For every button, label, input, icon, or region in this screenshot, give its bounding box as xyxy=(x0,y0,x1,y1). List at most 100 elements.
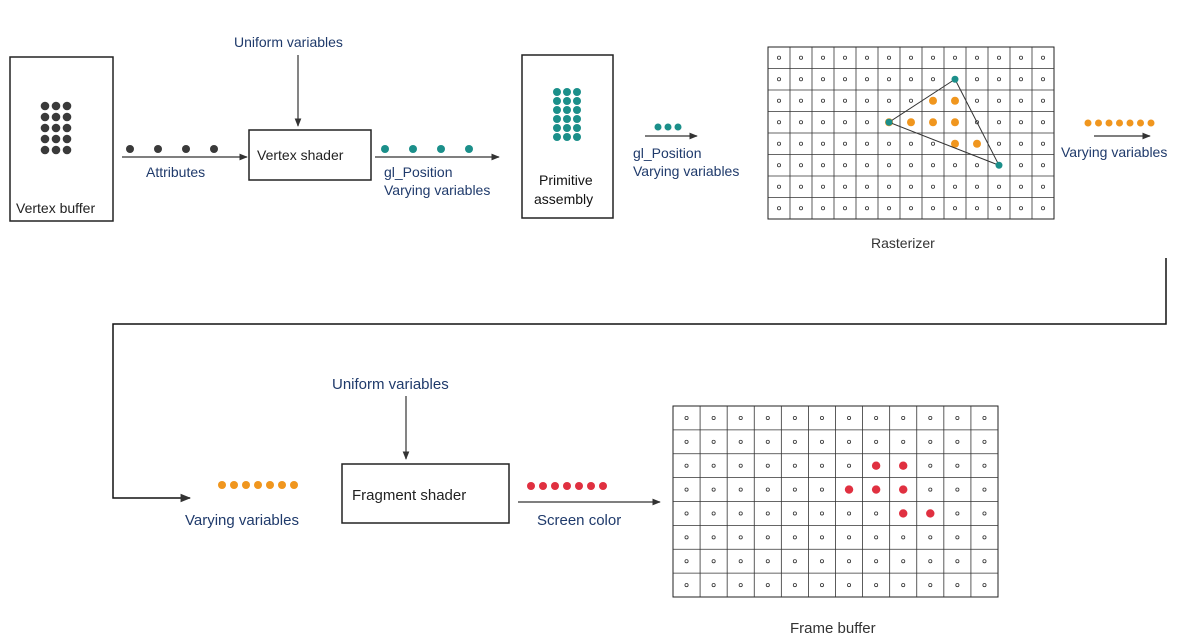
vertex-dot xyxy=(62,134,72,144)
pixel-sample xyxy=(792,511,797,516)
pixel-sample xyxy=(975,77,980,82)
pixel-sample xyxy=(843,98,848,103)
pixel-sample xyxy=(955,487,960,492)
pixel-sample xyxy=(1019,77,1024,82)
pixel-sample xyxy=(865,98,870,103)
assembly-label: assembly xyxy=(534,191,593,207)
pixel-sample xyxy=(821,120,826,125)
vertex-dot xyxy=(40,101,50,111)
pixel-sample xyxy=(931,141,936,146)
fragment-dot xyxy=(973,139,981,148)
varying-variables-label-2: Varying variables xyxy=(633,163,739,179)
fragment-dot xyxy=(951,118,959,127)
pixel-sample xyxy=(982,511,987,516)
vertex-dot xyxy=(62,101,72,111)
pixel-sample xyxy=(738,415,743,420)
pixel-sample xyxy=(931,206,936,211)
gl-position-dot xyxy=(381,145,389,153)
pixel-sample xyxy=(928,487,933,492)
pixel-sample xyxy=(901,583,906,588)
pixel-sample xyxy=(684,415,689,420)
pixel-sample xyxy=(684,511,689,516)
pixel-sample xyxy=(928,559,933,564)
pixel-sample xyxy=(874,535,879,540)
pixel-sample xyxy=(931,184,936,189)
triangle-edge xyxy=(887,78,1001,167)
uniform-variables-bottom-label: Uniform variables xyxy=(332,376,449,393)
attributes-dots xyxy=(126,145,218,153)
screen-color-dot xyxy=(587,482,595,490)
varying-dot xyxy=(218,481,226,489)
pixel-sample xyxy=(711,415,716,420)
primitive-dot xyxy=(563,97,571,105)
screen-color-label: Screen color xyxy=(537,512,621,529)
pixel-sample xyxy=(765,415,770,420)
primitive-dot xyxy=(563,115,571,123)
pixel-sample xyxy=(792,439,797,444)
pixel-sample xyxy=(982,535,987,540)
pixel-sample xyxy=(909,55,914,60)
pixel-sample xyxy=(765,439,770,444)
fragment-shader-label: Fragment shader xyxy=(352,487,466,504)
pixel-sample xyxy=(738,583,743,588)
vertex-dot xyxy=(40,145,50,155)
varying-dot xyxy=(230,481,238,489)
uniform-variables-top-label: Uniform variables xyxy=(234,34,343,50)
pixel-sample xyxy=(847,511,852,516)
pixel-sample xyxy=(997,120,1002,125)
pixel-sample xyxy=(982,415,987,420)
pixel-sample xyxy=(821,55,826,60)
pixel-sample xyxy=(847,535,852,540)
pixel-sample xyxy=(777,163,782,168)
pixel-sample xyxy=(1041,55,1046,60)
pixel-sample xyxy=(799,55,804,60)
pixel-sample xyxy=(765,535,770,540)
pixel-sample xyxy=(843,120,848,125)
colored-pixel xyxy=(844,485,854,494)
varying-dot xyxy=(1084,119,1092,127)
primitive-dot xyxy=(573,115,581,123)
pixel-sample xyxy=(997,206,1002,211)
colored-pixel xyxy=(899,485,908,494)
pixel-sample xyxy=(821,163,826,168)
pixel-sample xyxy=(799,184,804,189)
pixel-sample xyxy=(901,415,906,420)
pixel-sample xyxy=(1041,141,1046,146)
varying-variables-label-1: Varying variables xyxy=(384,182,490,198)
vertex-dot xyxy=(51,112,61,122)
pixel-sample xyxy=(819,463,824,468)
pixel-sample xyxy=(819,559,824,564)
pixel-sample xyxy=(975,98,980,103)
frame-buffer-label: Frame buffer xyxy=(790,620,876,637)
pixel-sample xyxy=(953,55,958,60)
primitive-dot xyxy=(563,88,571,96)
primitive-dot xyxy=(553,133,561,141)
pixel-sample xyxy=(975,120,980,125)
primitive-dot xyxy=(573,97,581,105)
gl-position-dots-1 xyxy=(381,145,473,153)
pixel-sample xyxy=(931,163,936,168)
varying-dots-4 xyxy=(218,481,298,489)
gl-position-dots-2 xyxy=(654,123,682,131)
pixel-sample xyxy=(955,511,960,516)
pixel-sample xyxy=(819,583,824,588)
pixel-sample xyxy=(684,439,689,444)
varying-variables-label-4: Varying variables xyxy=(185,512,299,529)
vertex-dot xyxy=(51,145,61,155)
attribute-dot xyxy=(154,145,162,153)
pixel-sample xyxy=(887,98,892,103)
attribute-dot xyxy=(126,145,134,153)
primitive-assembly-dots xyxy=(553,88,581,141)
pixel-sample xyxy=(928,463,933,468)
screen-color-dots xyxy=(527,482,607,490)
vertex-dot xyxy=(51,123,61,133)
pixel-sample xyxy=(1041,77,1046,82)
pixel-sample xyxy=(684,583,689,588)
pixel-sample xyxy=(887,141,892,146)
pixel-sample xyxy=(865,55,870,60)
pixel-sample xyxy=(792,415,797,420)
fragment-dot xyxy=(951,96,959,105)
pixel-sample xyxy=(821,141,826,146)
primitive-dot xyxy=(573,124,581,132)
